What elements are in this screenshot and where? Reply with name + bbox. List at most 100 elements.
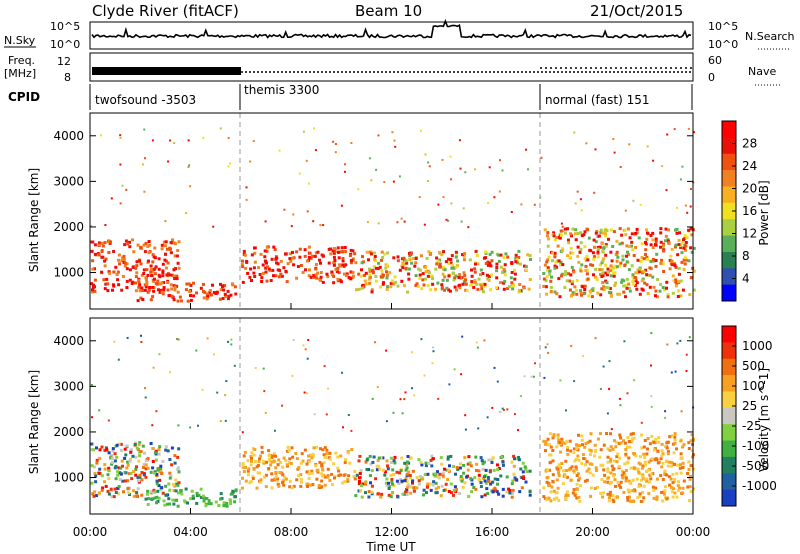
power-mark-170 xyxy=(170,273,174,277)
power-mark-778 xyxy=(518,283,522,286)
velocity-mark-811 xyxy=(496,478,500,481)
velocity-mark-192 xyxy=(123,447,127,451)
power-mark-1234 xyxy=(644,253,647,256)
power-mark-1374 xyxy=(488,166,491,169)
velocity-mark-477 xyxy=(288,479,292,483)
power-mark-1046 xyxy=(627,245,631,248)
velocity-mark-1252 xyxy=(551,473,555,477)
velocity-mark-739 xyxy=(521,461,525,465)
velocity-mark-510 xyxy=(369,481,372,485)
velocity-mark-821 xyxy=(493,486,497,490)
velocity-mark-1295 xyxy=(616,495,620,499)
power-mark-972 xyxy=(602,247,606,250)
velocity-mark-485 xyxy=(324,455,328,459)
velocity-mark-525 xyxy=(361,482,365,486)
power-mark-946 xyxy=(627,253,631,257)
power-mark-1081 xyxy=(684,258,688,262)
velocity-mark-1033 xyxy=(583,445,587,449)
velocity-mark-587 xyxy=(391,468,395,472)
power-mark-147 xyxy=(138,283,142,287)
power-mark-416 xyxy=(245,259,249,263)
power-mark-1355 xyxy=(350,142,353,144)
velocity-mark-1322 xyxy=(177,424,180,427)
power-mark-1160 xyxy=(592,238,596,242)
power-mark-135 xyxy=(138,259,142,263)
velocity-mark-165 xyxy=(135,494,139,498)
power-mark-1181 xyxy=(543,228,547,232)
power-mark-701 xyxy=(454,250,458,254)
power-mark-1032 xyxy=(653,294,657,298)
velocity-mark-1049 xyxy=(544,469,548,473)
velocity-mark-387 xyxy=(323,483,327,487)
power-mark-1369 xyxy=(460,220,463,223)
velocity-mark-341 xyxy=(336,466,340,470)
power-mark-949 xyxy=(674,265,678,269)
velocity-mark-1133 xyxy=(558,441,562,444)
velocity-mark-265 xyxy=(204,504,208,508)
velocity-mark-698 xyxy=(407,470,411,474)
power-mark-678 xyxy=(421,278,425,282)
velocity-mark-710 xyxy=(501,494,505,498)
velocity-mark-1160 xyxy=(641,473,645,477)
velocity-mark-799 xyxy=(398,471,402,475)
velocity-mark-348 xyxy=(249,463,253,467)
power-mark-110 xyxy=(152,279,156,283)
velocity-mark-886 xyxy=(647,492,651,496)
velocity-cbar-tick-label-5: -100 xyxy=(742,439,769,453)
velocity-mark-242 xyxy=(214,500,218,504)
power-mark-1411 xyxy=(110,197,113,200)
power-mark-1121 xyxy=(639,260,643,263)
velocity-mark-737 xyxy=(484,481,488,485)
velocity-mark-949 xyxy=(644,463,647,467)
velocity-mark-765 xyxy=(452,488,456,492)
power-mark-1166 xyxy=(579,247,583,251)
power-mark-423 xyxy=(285,280,289,284)
power-mark-286 xyxy=(178,295,182,299)
power-colorbar-swatch-3 xyxy=(722,170,736,187)
velocity-colorbar-swatch-6 xyxy=(722,424,736,442)
velocity-mark-1379 xyxy=(413,394,416,397)
velocity-mark-1347 xyxy=(610,428,613,431)
freq-trace-twofsound xyxy=(92,67,241,75)
power-mark-870 xyxy=(546,244,550,248)
power-mark-1108 xyxy=(683,262,687,266)
velocity-mark-417 xyxy=(260,450,264,454)
power-mark-666 xyxy=(470,268,473,272)
velocity-mark-143 xyxy=(159,467,163,471)
velocity-mark-699 xyxy=(393,461,397,465)
power-ytick-label-1: 2000 xyxy=(53,220,84,234)
power-mark-974 xyxy=(552,234,556,238)
power-mark-206 xyxy=(93,285,96,289)
power-mark-909 xyxy=(596,250,600,254)
power-mark-257 xyxy=(202,282,205,286)
power-mark-534 xyxy=(447,288,451,292)
power-mark-1366 xyxy=(344,163,347,166)
velocity-mark-1239 xyxy=(650,434,654,438)
power-mark-469 xyxy=(321,280,325,284)
velocity-mark-935 xyxy=(642,476,645,480)
velocity-mark-1342 xyxy=(411,387,414,390)
velocity-mark-158 xyxy=(160,472,164,475)
power-mark-1175 xyxy=(677,280,681,284)
velocity-mark-255 xyxy=(199,487,203,491)
velocity-mark-685 xyxy=(474,487,478,491)
velocity-mark-1335 xyxy=(453,368,456,371)
velocity-mark-605 xyxy=(454,488,458,492)
velocity-mark-175 xyxy=(123,471,127,474)
velocity-mark-1382 xyxy=(325,413,328,416)
power-mark-172 xyxy=(123,261,127,265)
velocity-mark-1299 xyxy=(547,496,551,500)
velocity-mark-546 xyxy=(424,461,428,465)
power-mark-1306 xyxy=(487,202,490,205)
power-mark-72 xyxy=(107,270,111,274)
power-mark-481 xyxy=(374,279,378,283)
velocity-mark-527 xyxy=(453,485,457,489)
velocity-mark-282 xyxy=(234,495,237,499)
power-mark-380 xyxy=(303,248,307,252)
velocity-mark-414 xyxy=(276,477,279,481)
velocity-mark-556 xyxy=(357,489,361,493)
velocity-mark-643 xyxy=(475,469,478,472)
power-mark-1102 xyxy=(569,232,573,236)
power-mark-1308 xyxy=(624,209,627,212)
power-mark-710 xyxy=(414,274,418,278)
